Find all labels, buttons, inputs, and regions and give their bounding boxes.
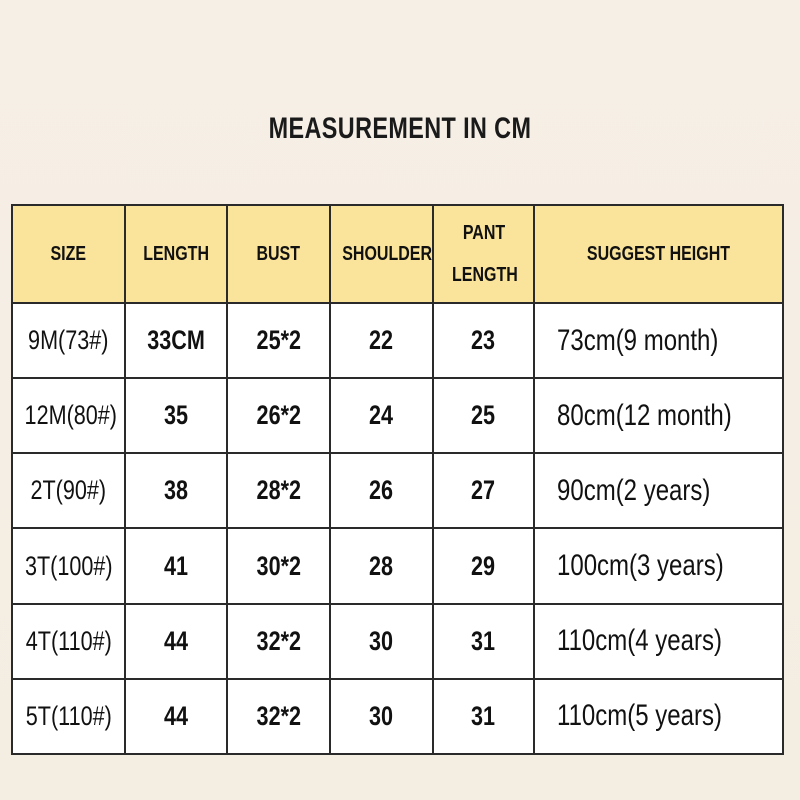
header-label: SIZE xyxy=(50,242,87,265)
cell-value: 33CM xyxy=(147,325,205,356)
cell-suggest-height: 100cm(3 years) xyxy=(533,527,784,605)
cell-value: 4T(110#) xyxy=(25,625,112,656)
cell-value: 23 xyxy=(471,325,496,356)
cell-value: 27 xyxy=(471,475,496,506)
table-row: 5T(110#) 44 32*2 30 31 110cm(5 years) xyxy=(11,677,784,756)
header-length: LENGTH xyxy=(124,204,228,304)
cell-value: 32*2 xyxy=(256,700,301,731)
cell-suggest-height: 80cm(12 month) xyxy=(533,377,784,455)
cell-length: 33CM xyxy=(124,301,228,380)
cell-value: 25 xyxy=(471,400,496,431)
cell-value: 30 xyxy=(369,625,394,656)
cell-pant-length: 31 xyxy=(432,602,535,680)
cell-value: 110cm(4 years) xyxy=(557,624,722,658)
header-label: SHOULDER xyxy=(342,242,433,265)
cell-length: 44 xyxy=(124,677,228,756)
cell-value: 73cm(9 month) xyxy=(557,323,719,357)
cell-shoulder: 30 xyxy=(329,677,434,756)
cell-value: 28 xyxy=(369,550,394,581)
cell-value: 44 xyxy=(163,700,189,731)
table-row: 12M(80#) 35 26*2 24 25 80cm(12 month) xyxy=(11,377,784,455)
cell-value: 30 xyxy=(369,700,394,731)
page-title: MEASUREMENT IN CM xyxy=(268,112,532,145)
header-suggest-height: SUGGEST HEIGHT xyxy=(533,204,784,304)
cell-value: 25*2 xyxy=(256,325,301,356)
cell-value: 31 xyxy=(471,625,496,656)
cell-shoulder: 24 xyxy=(329,377,434,455)
cell-value: 35 xyxy=(163,400,189,431)
header-size: SIZE xyxy=(11,204,126,304)
cell-suggest-height: 110cm(4 years) xyxy=(533,602,784,680)
cell-length: 38 xyxy=(124,452,228,530)
cell-pant-length: 27 xyxy=(432,452,535,530)
cell-value: 28*2 xyxy=(256,475,301,506)
cell-value: 29 xyxy=(471,550,496,581)
cell-length: 44 xyxy=(124,602,228,680)
header-label: PANT LENGTH xyxy=(451,222,518,286)
cell-shoulder: 26 xyxy=(329,452,434,530)
cell-pant-length: 23 xyxy=(432,301,535,380)
header-shoulder: SHOULDER xyxy=(329,204,434,304)
cell-shoulder: 28 xyxy=(329,527,434,605)
cell-shoulder: 22 xyxy=(329,301,434,380)
cell-value: 31 xyxy=(471,700,496,731)
cell-length: 35 xyxy=(124,377,228,455)
cell-value: 9M(73#) xyxy=(28,325,109,356)
header-label: BUST xyxy=(256,242,301,265)
cell-value: 30*2 xyxy=(256,550,301,581)
cell-value: 90cm(2 years) xyxy=(557,473,711,507)
cell-pant-length: 25 xyxy=(432,377,535,455)
cell-value: 41 xyxy=(163,550,189,581)
cell-size: 2T(90#) xyxy=(11,452,126,530)
cell-value: 5T(110#) xyxy=(25,700,112,731)
cell-size: 12M(80#) xyxy=(11,377,126,455)
cell-bust: 30*2 xyxy=(226,527,331,605)
cell-size: 3T(100#) xyxy=(11,527,126,605)
cell-bust: 26*2 xyxy=(226,377,331,455)
cell-value: 100cm(3 years) xyxy=(557,549,724,583)
cell-value: 3T(100#) xyxy=(24,550,113,581)
cell-value: 12M(80#) xyxy=(24,400,118,431)
header-bust: BUST xyxy=(226,204,331,304)
cell-value: 26*2 xyxy=(256,400,301,431)
cell-pant-length: 29 xyxy=(432,527,535,605)
cell-suggest-height: 90cm(2 years) xyxy=(533,452,784,530)
cell-suggest-height: 110cm(5 years) xyxy=(533,677,784,756)
cell-value: 110cm(5 years) xyxy=(557,699,722,733)
size-chart-table: SIZE LENGTH BUST SHOULDER PANT LENGTH SUGGEST… xyxy=(11,204,784,756)
cell-suggest-height: 73cm(9 month) xyxy=(533,301,784,380)
cell-bust: 32*2 xyxy=(226,602,331,680)
cell-value: 38 xyxy=(163,475,189,506)
table-row: 9M(73#) 33CM 25*2 22 23 73cm(9 month) xyxy=(11,301,784,380)
cell-value: 80cm(12 month) xyxy=(557,398,732,432)
table-row: 3T(100#) 41 30*2 28 29 100cm(3 years) xyxy=(11,527,784,605)
cell-value: 24 xyxy=(369,400,394,431)
table-row: 2T(90#) 38 28*2 26 27 90cm(2 years) xyxy=(11,452,784,530)
cell-size: 9M(73#) xyxy=(11,301,126,380)
cell-length: 41 xyxy=(124,527,228,605)
cell-shoulder: 30 xyxy=(329,602,434,680)
table-row: 4T(110#) 44 32*2 30 31 110cm(4 years) xyxy=(11,602,784,680)
cell-value: 44 xyxy=(163,625,189,656)
cell-value: 22 xyxy=(369,325,394,356)
cell-value: 2T(90#) xyxy=(30,475,107,506)
header-pant-length: PANT LENGTH xyxy=(432,204,535,304)
cell-pant-length: 31 xyxy=(432,677,535,756)
header-label: LENGTH xyxy=(143,242,209,265)
cell-value: 26 xyxy=(369,475,394,506)
cell-size: 5T(110#) xyxy=(11,677,126,756)
header-row: SIZE LENGTH BUST SHOULDER PANT LENGTH SUGGEST… xyxy=(11,204,784,304)
cell-bust: 25*2 xyxy=(226,301,331,380)
cell-bust: 32*2 xyxy=(226,677,331,756)
header-label: SUGGEST HEIGHT xyxy=(586,242,731,265)
cell-bust: 28*2 xyxy=(226,452,331,530)
cell-value: 32*2 xyxy=(256,625,301,656)
cell-size: 4T(110#) xyxy=(11,602,126,680)
